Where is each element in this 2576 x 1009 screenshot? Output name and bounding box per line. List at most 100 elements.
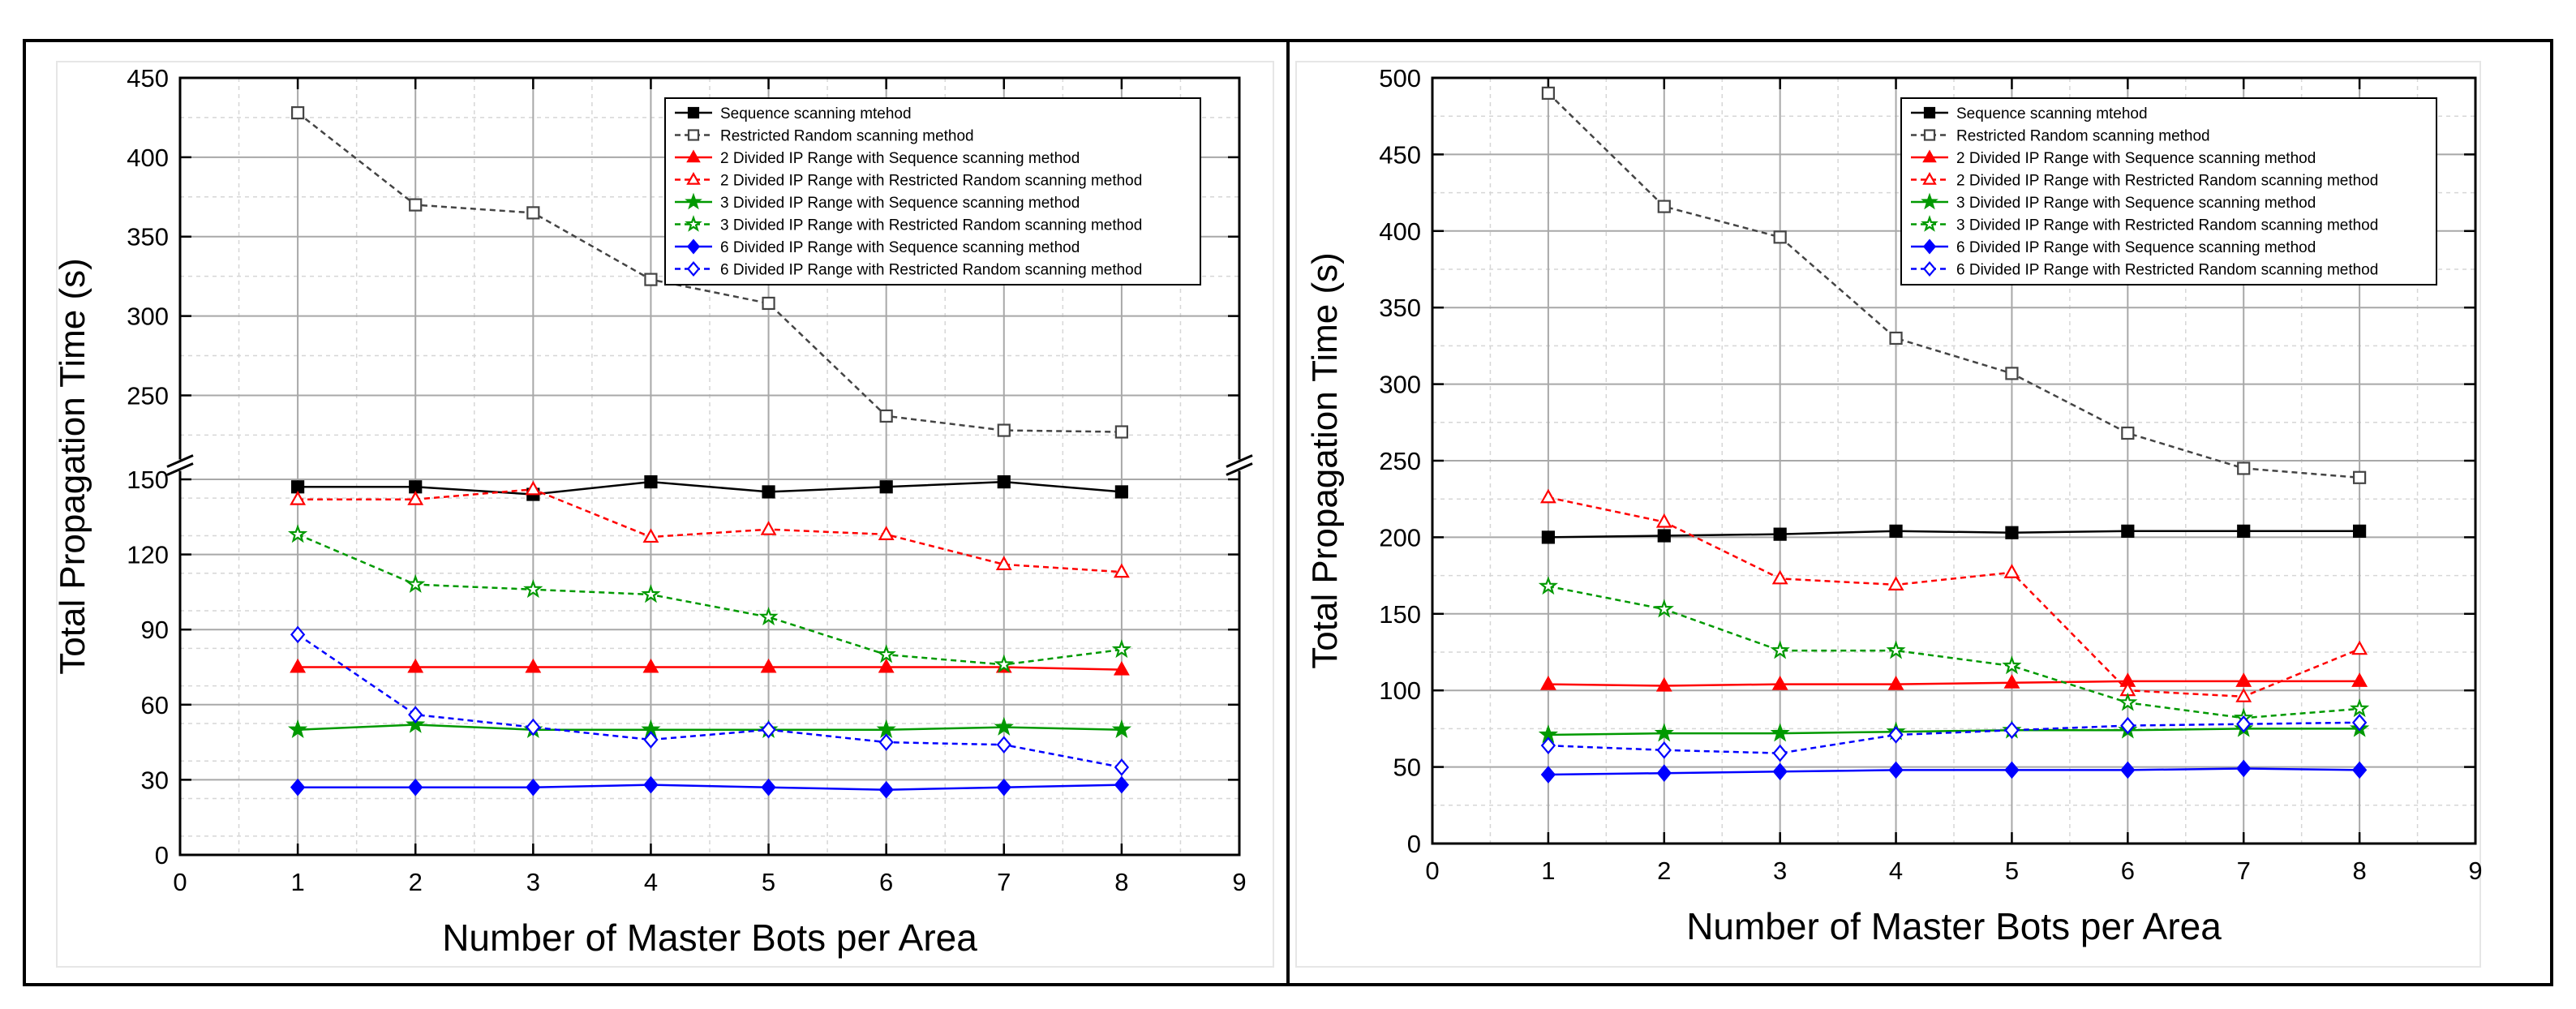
legend-label: 3 Divided IP Range with Restricted Rando… xyxy=(1956,217,2378,234)
data-point-marker xyxy=(1921,215,1938,232)
y-tick-label: 90 xyxy=(141,616,169,644)
data-point-marker xyxy=(878,526,895,540)
data-point-marker xyxy=(2121,524,2135,538)
series-line xyxy=(1548,767,2360,776)
series-line xyxy=(1548,496,2360,698)
data-point-marker xyxy=(1539,488,1556,504)
data-point-marker xyxy=(287,524,308,543)
axis-break-mark xyxy=(166,462,194,476)
data-point-marker xyxy=(2004,761,2020,779)
data-point-marker xyxy=(686,149,701,163)
data-point-marker xyxy=(686,172,701,185)
data-point-marker xyxy=(2118,692,2138,711)
data-point-marker xyxy=(1654,599,1674,618)
data-point-marker xyxy=(2349,698,2370,718)
x-tick-label: 6 xyxy=(2121,857,2135,885)
y-tick-label: 350 xyxy=(127,223,169,251)
x-tick-label: 6 xyxy=(879,868,893,896)
data-point-marker xyxy=(761,720,776,739)
data-point-marker xyxy=(879,480,893,494)
data-point-marker xyxy=(643,775,659,794)
data-point-marker xyxy=(1114,485,1128,499)
data-point-marker xyxy=(2002,655,2022,675)
data-point-marker xyxy=(526,778,541,796)
legend-label: 2 Divided IP Range with Restricted Rando… xyxy=(1956,173,2378,190)
x-tick-label: 4 xyxy=(644,868,658,896)
data-point-marker xyxy=(2003,674,2020,689)
series-line xyxy=(298,480,1123,496)
right-chart-panel: 0 50 100 150 200 250 300 350 400 450 500 0 1 2 3 4 5 6 7 8 9… xyxy=(1295,61,2483,968)
data-point-marker xyxy=(994,716,1014,736)
data-point-marker xyxy=(525,480,542,496)
data-point-marker xyxy=(1541,86,1555,100)
data-point-marker xyxy=(1922,149,1937,163)
data-point-marker xyxy=(1888,761,1904,779)
y-tick-label: 150 xyxy=(1379,600,1421,629)
series-line xyxy=(298,488,1122,573)
data-point-marker xyxy=(2005,526,2019,539)
data-point-marker xyxy=(1889,524,1903,538)
y-tick-label: 450 xyxy=(1379,140,1421,169)
data-point-marker xyxy=(408,778,423,796)
data-point-marker xyxy=(760,658,777,673)
data-point-marker xyxy=(994,654,1014,673)
data-point-marker xyxy=(1923,106,1936,119)
y-tick-label: 400 xyxy=(1379,217,1421,246)
panel-frame xyxy=(1295,61,2481,968)
data-point-marker xyxy=(644,474,658,489)
data-point-marker xyxy=(290,658,307,673)
data-point-marker xyxy=(997,474,1011,489)
data-point-marker xyxy=(2120,716,2136,735)
axis-break-mark xyxy=(166,454,194,468)
data-point-marker xyxy=(1114,758,1130,776)
data-point-marker xyxy=(1773,527,1787,541)
data-point-marker xyxy=(1887,576,1904,590)
data-point-marker xyxy=(1922,238,1937,255)
data-point-marker xyxy=(1921,192,1938,210)
x-tick-label: 2 xyxy=(1657,857,1671,885)
data-point-marker xyxy=(643,731,659,749)
series-line xyxy=(298,784,1122,791)
data-point-marker xyxy=(762,296,775,311)
data-point-marker xyxy=(1772,762,1788,781)
x-tick-label: 5 xyxy=(2005,857,2019,885)
data-point-marker xyxy=(291,105,305,120)
data-point-marker xyxy=(406,714,426,733)
data-point-marker xyxy=(685,215,702,232)
data-point-marker xyxy=(2351,672,2368,687)
data-point-marker xyxy=(1541,530,1555,544)
y-axis-label: Total Propagation Time (s) xyxy=(53,258,92,675)
data-point-marker xyxy=(1922,260,1937,277)
y-tick-label: 30 xyxy=(141,766,169,794)
legend-label: 2 Divided IP Range with Restricted Rando… xyxy=(720,173,1142,190)
data-point-marker xyxy=(1113,563,1130,578)
series-line xyxy=(297,633,1123,769)
x-tick-label: 0 xyxy=(173,868,187,896)
data-point-marker xyxy=(1886,640,1906,659)
data-point-marker xyxy=(1114,425,1128,439)
data-point-marker xyxy=(2237,524,2251,538)
legend-label: 6 Divided IP Range with Restricted Rando… xyxy=(1956,262,2378,279)
data-point-marker xyxy=(641,584,661,603)
legend-label: Sequence scanning mtehod xyxy=(1956,105,2148,122)
data-point-marker xyxy=(1770,723,1790,742)
data-point-marker xyxy=(526,206,540,220)
data-point-marker xyxy=(2236,759,2252,778)
legend-label: Restricted Random scanning method xyxy=(1956,128,2210,145)
data-point-marker xyxy=(1772,744,1788,762)
x-tick-label: 9 xyxy=(2468,857,2482,885)
series-line xyxy=(1548,585,2360,719)
data-point-marker xyxy=(407,658,424,673)
y-tick-label: 200 xyxy=(1379,523,1421,552)
series-line xyxy=(1548,530,2360,539)
legend-label: 2 Divided IP Range with Sequence scannin… xyxy=(720,150,1080,167)
data-point-marker xyxy=(2120,761,2136,779)
data-point-marker xyxy=(761,778,776,796)
data-point-marker xyxy=(1657,529,1671,543)
y-tick-label: 0 xyxy=(1407,830,1421,858)
data-point-marker xyxy=(1888,726,1904,744)
data-point-marker xyxy=(2236,715,2252,733)
x-tick-label: 2 xyxy=(409,868,423,896)
